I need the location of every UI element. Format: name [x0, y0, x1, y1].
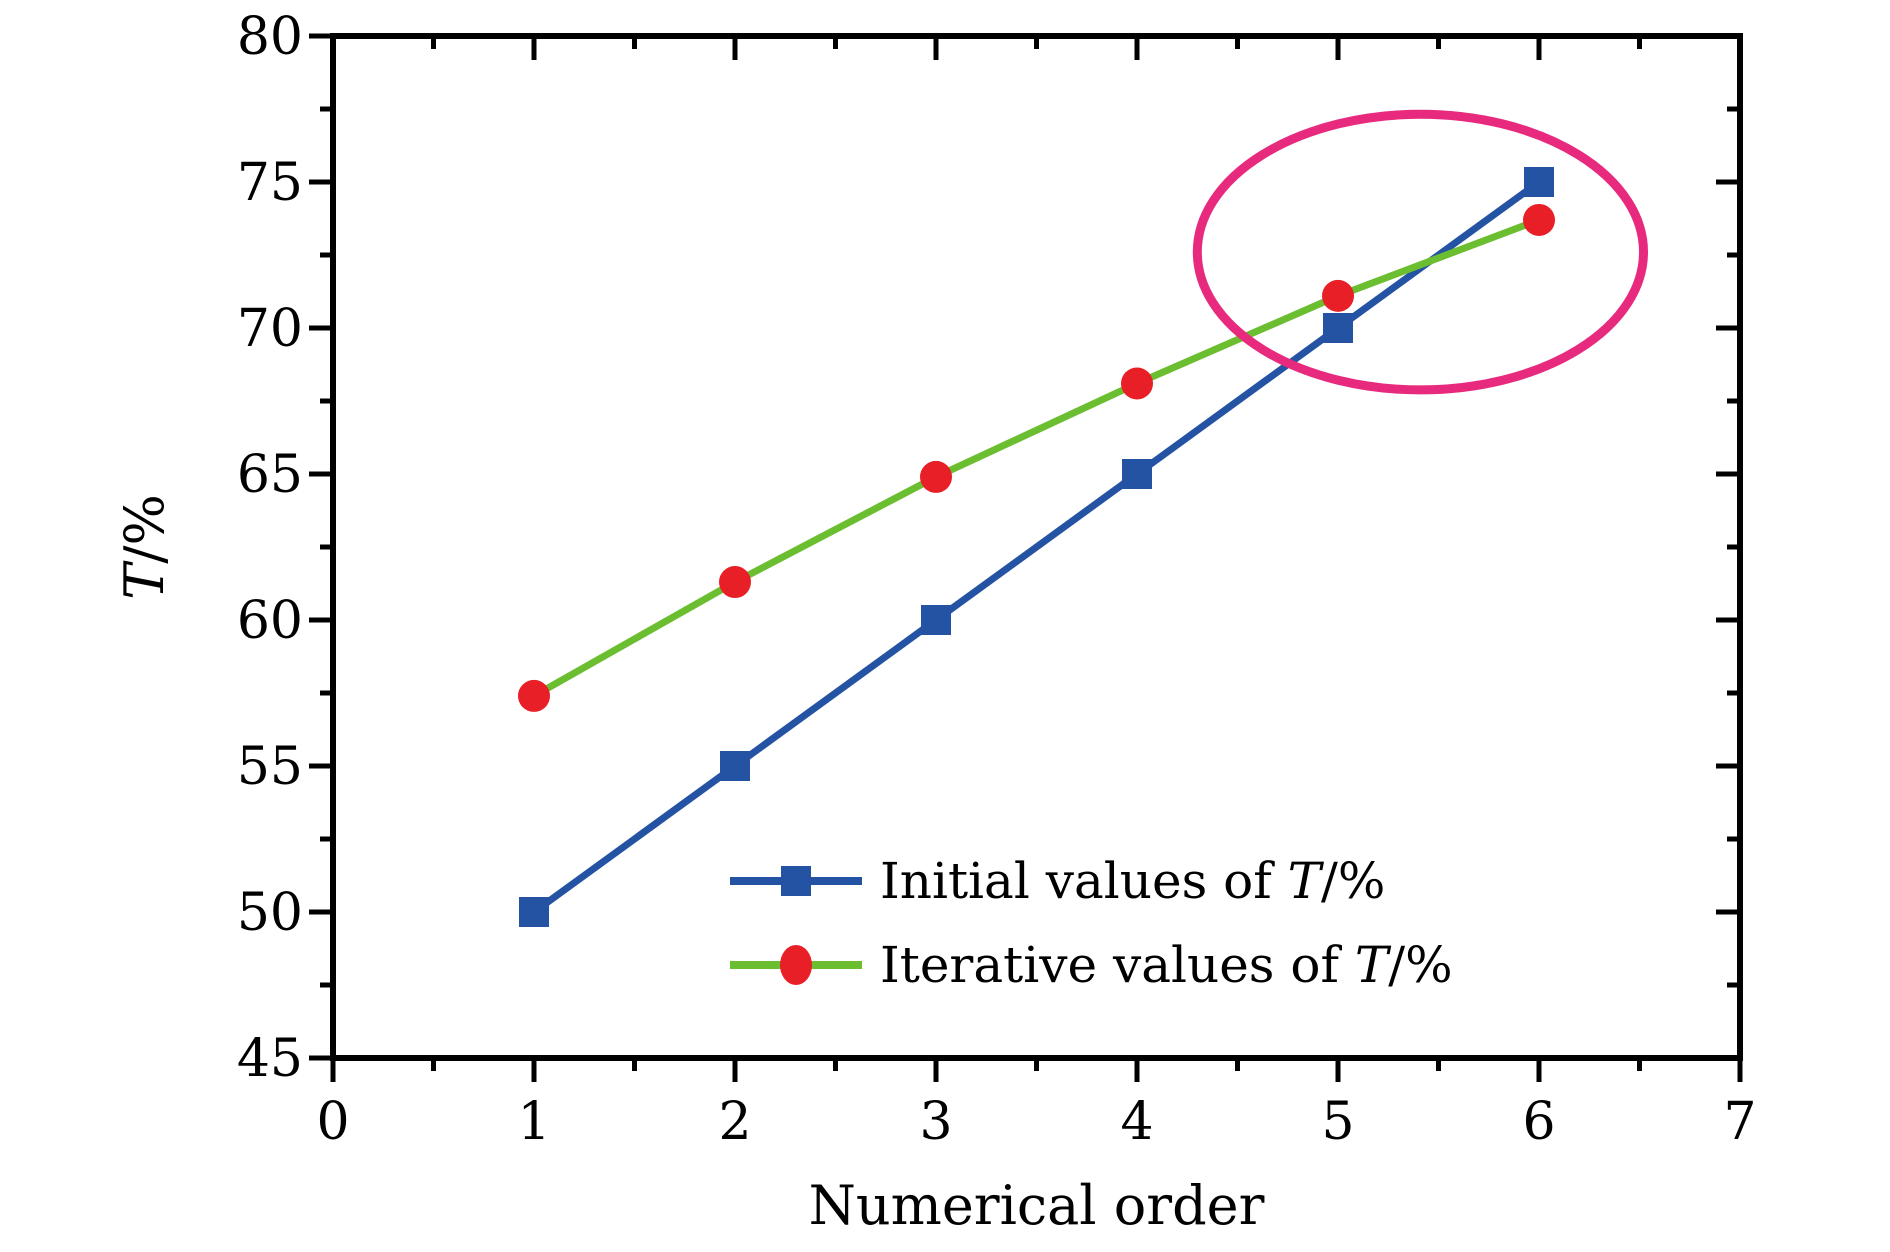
y-axis-title: T/%: [113, 494, 176, 600]
legend-item: Iterative values of T/%: [730, 936, 1453, 994]
data-point-circle: [1523, 203, 1555, 236]
y-tick-label: 60: [237, 591, 303, 651]
annotation-ellipse: [1192, 109, 1649, 395]
x-axis-title: Numerical order: [809, 1174, 1265, 1237]
legend-marker-circle: [780, 945, 812, 985]
legend-marker-square: [781, 866, 811, 896]
y-tick-label: 75: [237, 153, 303, 213]
data-point-square: [519, 897, 549, 927]
x-axis: 0 1 2 3 4 5 6 7: [316, 36, 1757, 1152]
x-tick-label: 4: [1120, 1092, 1153, 1152]
x-tick-label: 7: [1723, 1092, 1756, 1152]
x-tick-label: 1: [517, 1092, 550, 1152]
data-point-square: [1122, 459, 1152, 489]
legend-label: Iterative values of T/%: [880, 936, 1453, 994]
data-point-circle: [1322, 279, 1354, 312]
data-point-square: [921, 605, 951, 635]
data-point-square: [720, 751, 750, 781]
data-point-circle: [920, 460, 952, 493]
data-point-square: [1524, 167, 1554, 197]
data-point-circle: [518, 679, 550, 712]
y-tick-label: 80: [237, 7, 303, 67]
data-point-circle: [719, 566, 751, 599]
y-tick-label: 70: [237, 299, 303, 359]
x-tick-label: 6: [1522, 1092, 1555, 1152]
series-initial: [519, 167, 1554, 927]
series-line: [531, 179, 1542, 915]
x-tick-label: 2: [718, 1092, 751, 1152]
y-tick-label: 65: [237, 445, 303, 505]
y-axis: 45 50 55 60 65 70 75 80: [237, 7, 1740, 1089]
y-tick-label: 45: [237, 1029, 303, 1089]
data-point-square: [1323, 313, 1353, 343]
legend-item: Initial values of T/%: [730, 852, 1385, 910]
series-iterative: [518, 203, 1555, 712]
x-tick-label: 3: [919, 1092, 952, 1152]
legend-label: Initial values of T/%: [880, 852, 1385, 910]
y-tick-label: 55: [237, 737, 303, 797]
y-tick-label: 50: [237, 883, 303, 943]
x-tick-label: 0: [316, 1092, 349, 1152]
x-tick-label: 5: [1321, 1092, 1354, 1152]
series-line: [532, 216, 1541, 699]
data-point-circle: [1121, 367, 1153, 400]
legend: Initial values of T/% Iterative values of…: [730, 852, 1453, 994]
